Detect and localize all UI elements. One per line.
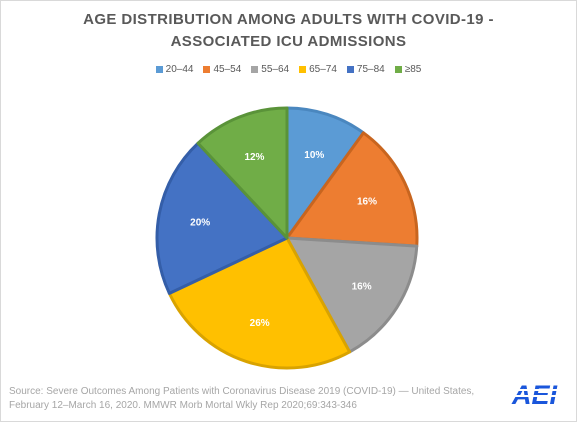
slice-data-label: 16% bbox=[352, 281, 372, 292]
chart-legend: 20–44 45–54 55–64 65–74 75–84 ≥85 bbox=[0, 64, 577, 75]
slice-data-label: 26% bbox=[250, 318, 270, 329]
pie-slice bbox=[285, 106, 365, 240]
slice-data-label: 16% bbox=[357, 196, 377, 207]
aei-logo: AEI bbox=[511, 380, 561, 410]
legend-label: ≥85 bbox=[404, 64, 422, 75]
legend-item: 75–84 bbox=[346, 64, 385, 75]
legend-swatch bbox=[251, 66, 259, 73]
pie-slice bbox=[196, 106, 289, 240]
legend-label: 45–54 bbox=[213, 64, 242, 75]
legend-item: 55–64 bbox=[251, 64, 289, 75]
legend-label: 55–64 bbox=[261, 64, 290, 75]
pie-slice bbox=[285, 236, 419, 354]
legend-label: 20–44 bbox=[165, 64, 194, 75]
legend-label: 65–74 bbox=[309, 64, 337, 75]
pie-slice bbox=[285, 131, 419, 248]
legend-swatch bbox=[394, 66, 402, 73]
legend-item: ≥85 bbox=[394, 64, 422, 75]
chart-title-line-2: ASSOCIATED ICU ADMISSIONS bbox=[170, 33, 407, 50]
legend-swatch bbox=[155, 66, 163, 73]
slice-data-label: 10% bbox=[304, 150, 324, 161]
slice-data-label: 12% bbox=[244, 152, 264, 163]
chart-title: AGE DISTRIBUTION AMONG ADULTS WITH COVID… bbox=[0, 9, 577, 53]
chart-title-line-1: AGE DISTRIBUTION AMONG ADULTS WITH COVID… bbox=[83, 11, 494, 28]
slice-data-label: 20% bbox=[190, 217, 210, 228]
legend-label: 75–84 bbox=[356, 64, 385, 75]
pie-slice bbox=[167, 236, 352, 370]
aei-logo-stripe bbox=[513, 389, 561, 391]
legend-item: 20–44 bbox=[155, 64, 194, 75]
pie-slice bbox=[155, 141, 289, 295]
legend-swatch bbox=[346, 66, 354, 73]
legend-item: 45–54 bbox=[203, 64, 241, 75]
legend-swatch bbox=[299, 66, 307, 73]
aei-logo-stripe bbox=[512, 395, 559, 397]
source-note: Source: Severe Outcomes Among Patients w… bbox=[9, 386, 475, 411]
legend-item: 65–74 bbox=[299, 64, 337, 75]
legend-swatch bbox=[203, 66, 211, 73]
